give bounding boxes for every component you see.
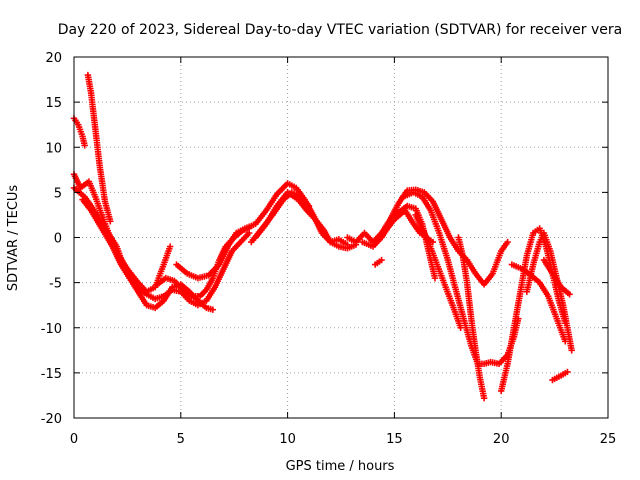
x-tick-label: 10 xyxy=(279,432,296,447)
data-point-markers xyxy=(523,229,575,354)
y-tick-label: 15 xyxy=(45,96,62,111)
data-point-markers xyxy=(549,368,571,384)
series-arc19 xyxy=(523,229,575,354)
series-arc17 xyxy=(498,225,569,395)
y-tick-label: -5 xyxy=(49,277,62,292)
series-arc9 xyxy=(248,189,313,246)
series-arc22 xyxy=(371,256,385,268)
data-point-markers xyxy=(79,196,253,309)
series-arc14 xyxy=(412,211,464,331)
y-tick-label: -10 xyxy=(41,322,62,337)
series-arc1 xyxy=(70,115,88,149)
x-tick-label: 0 xyxy=(70,432,78,447)
data-point-markers xyxy=(248,189,313,246)
data-point-markers xyxy=(455,234,488,402)
y-tick-label: -20 xyxy=(41,412,62,427)
y-tick-label: 10 xyxy=(45,141,62,156)
chart-title: Day 220 of 2023, Sidereal Day-to-day VTE… xyxy=(58,22,622,38)
data-point-markers xyxy=(412,211,464,331)
series-arc20 xyxy=(540,256,573,298)
x-tick-label: 20 xyxy=(493,432,510,447)
data-point-markers xyxy=(540,256,573,298)
series-arc15 xyxy=(455,234,488,402)
y-axis-label: SDTVAR / TECUs xyxy=(6,185,21,292)
y-tick-label: 20 xyxy=(45,51,62,66)
series-arc21 xyxy=(549,368,571,384)
x-tick-label: 15 xyxy=(386,432,403,447)
data-point-markers xyxy=(498,225,569,395)
series-arc2 xyxy=(84,71,114,225)
data-point-markers xyxy=(154,225,253,300)
data-point-markers xyxy=(70,115,88,149)
series-arc6 xyxy=(154,225,253,300)
data-point-markers xyxy=(463,238,511,288)
x-tick-label: 5 xyxy=(177,432,185,447)
series-arc3 xyxy=(70,171,174,295)
series-arc16 xyxy=(463,238,511,288)
x-tick-label: 25 xyxy=(600,432,617,447)
series-arc5 xyxy=(79,196,253,309)
y-tick-label: -15 xyxy=(41,367,62,382)
axis-ticks: 0 5 10 15 20 25 -20 -15 -10 -5 0 5 10 15 20 xyxy=(41,51,617,447)
data-points xyxy=(70,71,575,402)
y-tick-label: 0 xyxy=(54,232,62,247)
x-axis-label: GPS time / hours xyxy=(286,459,395,474)
data-point-markers xyxy=(70,171,174,295)
y-tick-label: 5 xyxy=(54,186,62,201)
data-point-markers xyxy=(84,71,114,225)
data-point-markers xyxy=(371,256,385,268)
